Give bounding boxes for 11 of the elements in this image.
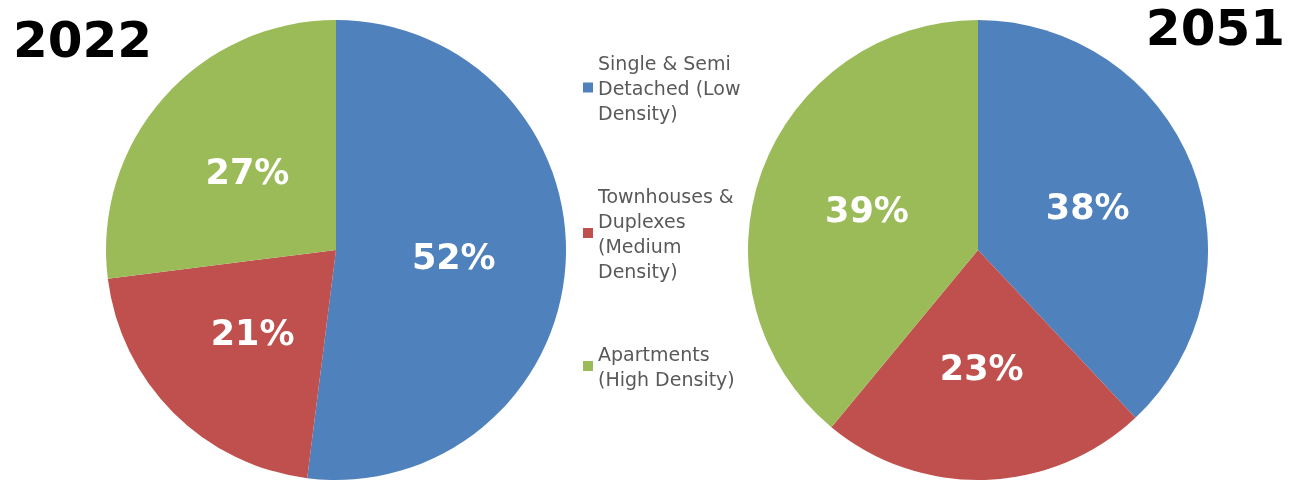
legend-label: Single & Semi Detached (Low Density) [598, 51, 747, 124]
data-label: 38% [1045, 186, 1130, 227]
legend-label: Townhouses & Duplexes (Medium Density) [597, 184, 740, 282]
data-label: 52% [411, 237, 496, 278]
slice-label: 2022 [13, 11, 153, 69]
data-label: 23% [939, 347, 1024, 388]
data-label: 27% [205, 151, 290, 192]
data-label: 39% [825, 190, 909, 231]
legend-label: Apartments (High Density) [598, 342, 735, 390]
slice-label: 2051 [1145, 0, 1286, 57]
data-label: 21% [210, 313, 295, 354]
